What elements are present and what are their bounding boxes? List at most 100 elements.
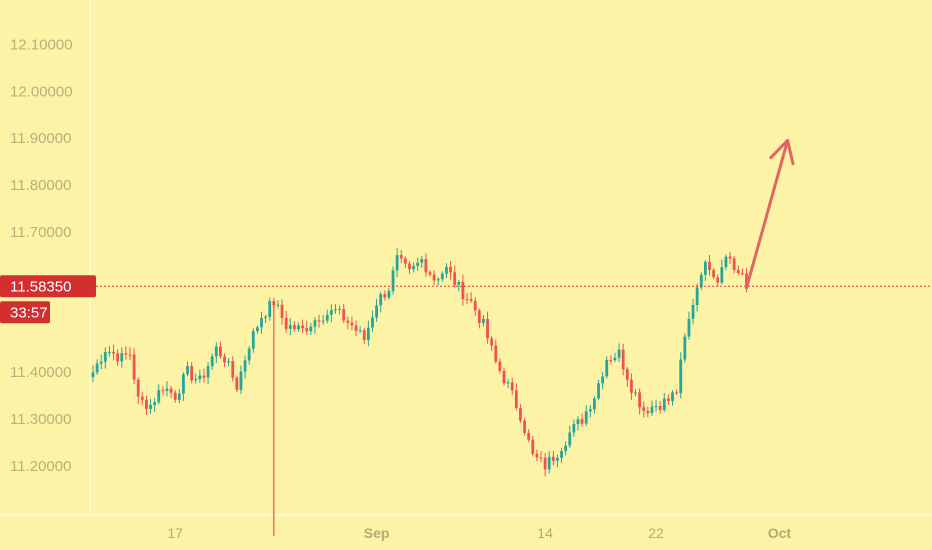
candle-body bbox=[309, 326, 313, 332]
candle bbox=[342, 303, 346, 324]
candle bbox=[482, 315, 485, 327]
candle bbox=[593, 396, 596, 414]
y-tick-label: 12.10000 bbox=[10, 36, 73, 53]
candle-body bbox=[321, 320, 325, 322]
candle-body bbox=[399, 255, 403, 259]
candle bbox=[679, 352, 683, 399]
candle bbox=[91, 365, 95, 382]
candle-body bbox=[145, 399, 148, 409]
candle bbox=[613, 352, 617, 363]
candle-body bbox=[157, 390, 161, 403]
candle-body bbox=[354, 325, 358, 331]
candle bbox=[247, 346, 251, 365]
candle-body bbox=[551, 456, 555, 461]
candle bbox=[560, 447, 563, 464]
candle-body bbox=[708, 261, 711, 270]
candle bbox=[362, 327, 366, 345]
candle bbox=[321, 314, 325, 325]
candle-body bbox=[149, 404, 152, 409]
candle bbox=[416, 257, 420, 272]
candle-body bbox=[99, 361, 103, 364]
candle bbox=[395, 247, 399, 277]
candle-body bbox=[703, 261, 707, 275]
candle bbox=[280, 299, 284, 325]
candle-body bbox=[214, 346, 218, 357]
candle-body bbox=[408, 263, 411, 270]
candle bbox=[108, 346, 111, 357]
y-tick-label: 11.90000 bbox=[10, 130, 71, 147]
candle bbox=[642, 401, 646, 418]
candle-body bbox=[223, 356, 226, 363]
candle-body bbox=[190, 366, 194, 381]
candle bbox=[605, 356, 609, 379]
candle bbox=[210, 353, 214, 371]
candle bbox=[317, 314, 321, 328]
candle-body bbox=[334, 309, 337, 311]
candle-body bbox=[329, 310, 333, 315]
candle bbox=[375, 298, 378, 322]
candle-body bbox=[601, 376, 605, 384]
candle-body bbox=[712, 269, 716, 278]
candle bbox=[358, 326, 362, 334]
candle-body bbox=[547, 456, 551, 470]
candle bbox=[486, 311, 489, 344]
candle-body bbox=[387, 290, 391, 298]
candle bbox=[251, 328, 255, 353]
candle bbox=[161, 386, 165, 396]
candle-body bbox=[473, 300, 477, 311]
candle-body bbox=[580, 419, 584, 424]
candle bbox=[116, 349, 120, 367]
candle-body bbox=[436, 279, 440, 281]
candle-body bbox=[523, 420, 526, 433]
candle bbox=[576, 416, 580, 431]
candle bbox=[671, 390, 674, 406]
candle bbox=[502, 367, 506, 386]
candle-body bbox=[477, 310, 481, 323]
candle-body bbox=[383, 294, 387, 298]
candle bbox=[428, 269, 432, 277]
candle bbox=[379, 291, 383, 313]
candle-body bbox=[469, 299, 473, 301]
candle bbox=[243, 355, 247, 379]
candle-body bbox=[403, 258, 407, 264]
candle-body bbox=[231, 361, 235, 378]
candle-body bbox=[112, 351, 115, 354]
candle-body bbox=[736, 269, 740, 274]
candle bbox=[231, 356, 235, 382]
candle-body bbox=[128, 354, 132, 356]
candle bbox=[440, 271, 444, 282]
candle-body bbox=[646, 410, 650, 414]
candle bbox=[194, 373, 198, 384]
candle-body bbox=[740, 273, 744, 275]
candle bbox=[683, 333, 687, 363]
candle bbox=[461, 274, 465, 306]
candle-body bbox=[251, 331, 255, 349]
candle-body bbox=[305, 328, 309, 332]
candle-body bbox=[625, 369, 629, 380]
candle-body bbox=[588, 409, 592, 412]
y-tick-label: 11.80000 bbox=[10, 177, 71, 194]
candle-body bbox=[116, 353, 120, 362]
candle bbox=[490, 335, 494, 352]
candle-body bbox=[662, 398, 666, 410]
candle-body bbox=[531, 439, 535, 454]
candle bbox=[703, 259, 707, 281]
candle bbox=[432, 270, 436, 285]
candle bbox=[99, 354, 103, 370]
candle-body bbox=[103, 352, 107, 362]
candle bbox=[691, 299, 695, 325]
candle bbox=[621, 343, 625, 376]
candle bbox=[716, 274, 720, 287]
candle bbox=[103, 347, 107, 369]
candle bbox=[284, 310, 288, 333]
candle bbox=[658, 400, 662, 414]
candle-body bbox=[153, 402, 157, 405]
candle-body bbox=[642, 407, 646, 411]
candle bbox=[309, 322, 313, 336]
candle bbox=[535, 449, 539, 462]
candle bbox=[580, 413, 584, 427]
candle bbox=[387, 287, 391, 300]
candle bbox=[153, 397, 157, 412]
candles-group bbox=[91, 247, 748, 537]
candle-body bbox=[716, 277, 720, 283]
